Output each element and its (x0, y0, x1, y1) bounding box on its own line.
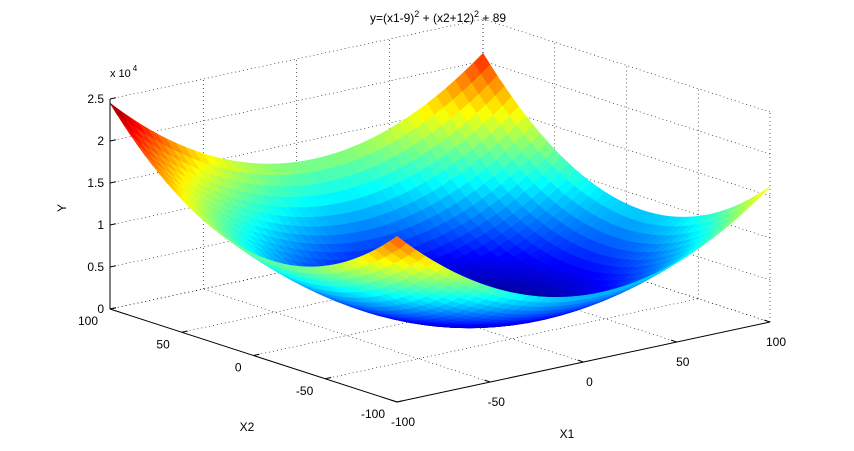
y-tick-label: 1.5 (87, 176, 104, 190)
x1-tick-label: -50 (488, 395, 506, 409)
x2-tick (396, 400, 403, 403)
y-tick-label: 0 (97, 302, 104, 316)
x1-tick (484, 379, 491, 383)
x2-tick-label: -100 (361, 407, 385, 421)
y-axis-label: Y (55, 204, 69, 212)
y-tick (109, 139, 116, 142)
surface-mesh (109, 52, 771, 329)
surface-patch (389, 236, 407, 249)
y-tick-label: 2.5 (87, 92, 104, 106)
x2-tick-label: 50 (156, 337, 170, 351)
y-axis-exponent: x 10 4 (110, 64, 138, 80)
y-tick (109, 97, 116, 100)
y-tick (109, 181, 116, 184)
y-tick (109, 265, 116, 268)
x2-tick-label: 100 (78, 314, 98, 328)
y-tick (109, 307, 116, 310)
y-tick-label: 1 (97, 218, 104, 232)
x2-tick-label: -50 (296, 384, 314, 398)
y-tick-label: 0.5 (87, 260, 104, 274)
y-tick (109, 223, 116, 226)
x1-tick-label: 0 (586, 375, 593, 389)
y-tick-label: 2 (97, 134, 104, 148)
x1-tick (391, 399, 398, 403)
x1-axis-label: X1 (560, 427, 575, 441)
x1-tick-label: 100 (766, 335, 786, 349)
x2-tick-label: 0 (235, 361, 242, 375)
x2-tick (181, 330, 188, 333)
x2-tick (253, 353, 260, 356)
x1-tick-label: -100 (391, 415, 415, 429)
x1-tick-label: 50 (676, 355, 690, 369)
x1-tick (764, 319, 771, 323)
x2-axis-label: X2 (240, 420, 255, 434)
chart-title: y=(x1-9)2 + (x2+12)2 + 89 (370, 9, 506, 25)
x2-tick (325, 377, 332, 380)
surface-patch (753, 186, 771, 202)
x1-tick (670, 339, 677, 343)
x1-tick (577, 359, 584, 363)
surface-patch (109, 102, 127, 122)
